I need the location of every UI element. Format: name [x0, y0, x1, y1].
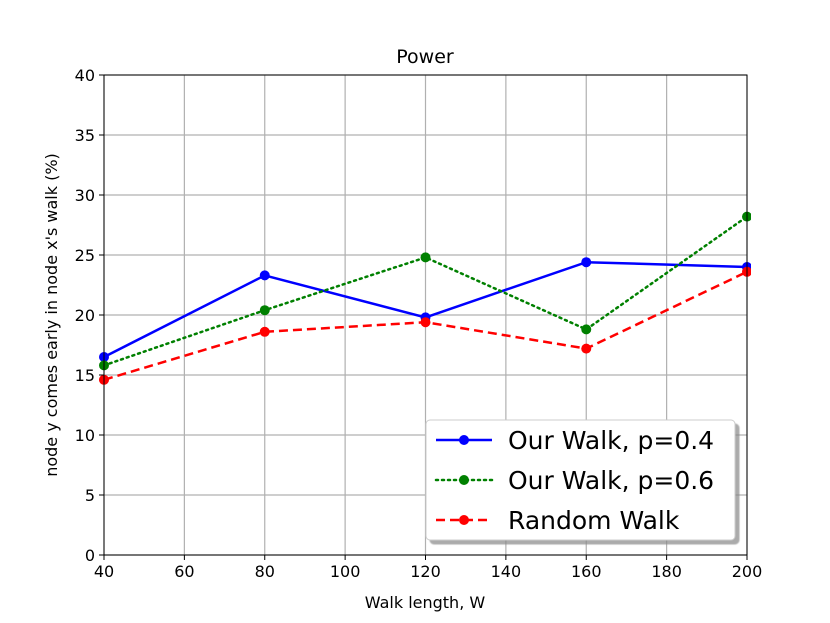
legend-box [425, 419, 736, 541]
x-tick-label: 60 [174, 562, 194, 581]
x-tick-label: 40 [94, 562, 114, 581]
data-point [420, 317, 431, 328]
legend-label: Our Walk, p=0.4 [508, 426, 714, 455]
legend: Our Walk, p=0.4 Our Walk, p=0.6 Random Wal… [425, 419, 736, 541]
y-tick-label: 40 [75, 66, 95, 85]
y-tick-label: 30 [75, 186, 95, 205]
x-tick-label: 200 [732, 562, 763, 581]
x-tick-label: 100 [330, 562, 361, 581]
series-3 [99, 266, 751, 385]
tick-marks: 40 60 80 100 120 140 160 180 200 0 5 10 15 20 25 30 35 40 [75, 66, 763, 581]
data-point [420, 252, 431, 263]
y-tick-label: 35 [75, 126, 95, 145]
data-point [581, 324, 592, 335]
x-tick-label: 120 [410, 562, 441, 581]
legend-marker [459, 515, 469, 525]
y-axis-label: node y comes early in node x's walk (%) [42, 153, 61, 477]
y-tick-label: 20 [75, 306, 95, 325]
data-point [581, 257, 592, 268]
y-tick-label: 25 [75, 246, 95, 265]
y-tick-label: 15 [75, 366, 95, 385]
legend-marker [459, 475, 469, 485]
x-tick-label: 160 [571, 562, 602, 581]
data-point [581, 343, 592, 354]
series-layer [99, 211, 751, 385]
chart-title: Power [396, 46, 454, 68]
x-tick-label: 180 [651, 562, 682, 581]
data-point [259, 326, 270, 337]
x-tick-label: 80 [255, 562, 275, 581]
x-tick-label: 140 [491, 562, 522, 581]
legend-label: Our Walk, p=0.6 [508, 466, 714, 495]
legend-label: Random Walk [508, 506, 680, 535]
y-tick-label: 5 [85, 486, 95, 505]
y-tick-label: 10 [75, 426, 95, 445]
series-2 [99, 211, 751, 371]
x-axis-label: Walk length, W [365, 593, 486, 612]
y-tick-label: 0 [85, 546, 95, 565]
data-point [259, 305, 270, 316]
data-point [259, 270, 270, 281]
legend-marker [459, 435, 469, 445]
